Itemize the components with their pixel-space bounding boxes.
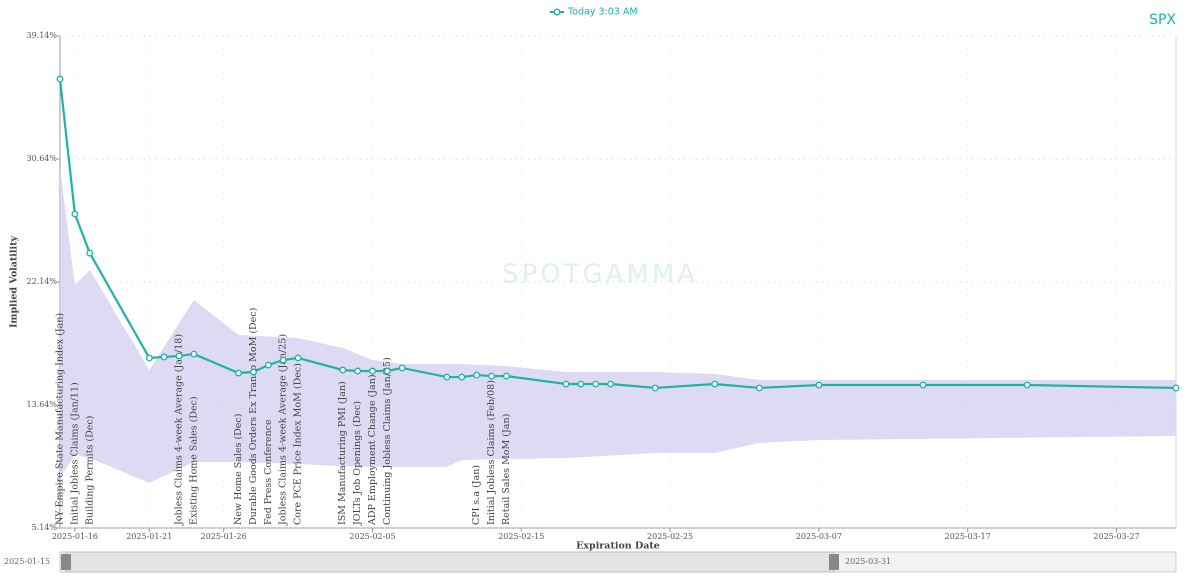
data-point (1023, 381, 1031, 389)
event-label: Core PCE Price Index MoM (Dec) (293, 363, 304, 525)
data-point (383, 367, 391, 375)
y-axis-title: Implied Volatility (9, 235, 20, 328)
event-label: Jobless Claims 4-week Average (Jan/18) (174, 334, 185, 526)
data-point (473, 371, 481, 379)
x-tick-label: 2025-02-25 (647, 532, 693, 541)
event-label: ISM Manufacturing PMI (Jan) (337, 381, 348, 525)
x-tick-label: 2025-03-27 (1093, 532, 1139, 541)
data-point (607, 380, 615, 388)
navigator[interactable]: 2025-01-15 2025-03-31 (4, 551, 1177, 573)
data-point (443, 373, 451, 381)
event-label: Jobless Claims 4-week Average (Jan/25) (278, 334, 289, 526)
x-tick-label: 2025-01-26 (201, 532, 247, 541)
navigator-window[interactable] (65, 551, 835, 573)
data-point (71, 210, 79, 218)
data-point (175, 352, 183, 360)
event-label: NY Empire State Manufacturing Index (Jan… (55, 313, 66, 525)
event-label: Continuing Jobless Claims (Jan/25) (382, 357, 393, 525)
event-label: JOLTs Job Openings (Dec) (352, 401, 363, 526)
x-tick-label: 2025-02-15 (498, 532, 544, 541)
data-point (755, 384, 763, 392)
x-tick-label: 2025-03-17 (945, 532, 991, 541)
event-label: ADP Employment Change (Jan) (367, 374, 378, 526)
data-point (562, 380, 570, 388)
y-tick-label: 22.14% (26, 277, 57, 286)
data-point (1172, 384, 1180, 392)
y-tick-label: 30.64% (26, 154, 57, 163)
data-point (577, 380, 585, 388)
data-point (919, 381, 927, 389)
data-point (86, 249, 94, 257)
event-label: CPI s.a (Jan) (471, 465, 482, 525)
y-tick-label: 5.14% (32, 523, 58, 532)
data-point (398, 364, 406, 372)
data-point (502, 372, 510, 380)
event-label: Existing Home Sales (Dec) (188, 396, 199, 525)
data-point (145, 354, 153, 362)
data-point (711, 380, 719, 388)
data-point (294, 354, 302, 362)
y-tick-label: 13.64% (26, 400, 57, 409)
event-label: Durable Goods Orders Ex Transp MoM (Dec) (248, 308, 259, 525)
navigator-start: 2025-01-15 (4, 557, 50, 566)
event-label: Initial Jobless Claims (Jan/11) (69, 382, 80, 525)
x-tick-label: 2025-02-05 (349, 532, 395, 541)
event-label: Building Permits (Dec) (84, 416, 95, 525)
data-point (264, 361, 272, 369)
x-tick-label: 2025-01-21 (126, 532, 172, 541)
event-label: New Home Sales (Dec) (233, 414, 244, 525)
x-tick-label: 2025-03-07 (796, 532, 842, 541)
y-tick-label: 39.14% (26, 31, 57, 40)
data-point (651, 384, 659, 392)
data-point (458, 373, 466, 381)
x-tick-label: 2025-01-16 (52, 532, 98, 541)
legend-marker (553, 8, 561, 16)
data-point (488, 372, 495, 380)
data-point (354, 367, 362, 375)
event-label: Initial Jobless Claims (Feb/08) (486, 380, 497, 525)
x-axis-title: Expiration Date (576, 541, 660, 552)
data-point (235, 369, 243, 377)
data-point (279, 356, 287, 364)
data-point (592, 380, 600, 388)
navigator-handle[interactable] (61, 554, 71, 570)
iv-range-band (60, 167, 1176, 483)
event-label: Retail Sales MoM (Jan) (501, 414, 512, 525)
ticker: SPX (1149, 12, 1176, 28)
data-point (249, 368, 257, 376)
data-point (56, 75, 64, 83)
data-point (369, 367, 376, 375)
navigator-end: 2025-03-31 (845, 557, 891, 566)
legend-label: Today 3:03 AM (567, 7, 638, 18)
data-point (339, 366, 347, 374)
event-label: Fed Press Conference (263, 419, 274, 525)
watermark: SPOTGAMMA (502, 260, 698, 290)
navigator-handle[interactable] (829, 554, 839, 570)
data-point (815, 381, 823, 389)
data-point (160, 353, 168, 361)
data-point (190, 350, 198, 358)
